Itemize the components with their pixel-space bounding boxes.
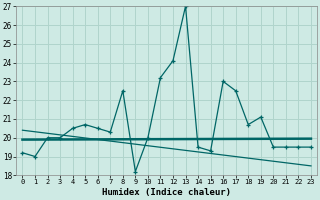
- X-axis label: Humidex (Indice chaleur): Humidex (Indice chaleur): [102, 188, 231, 197]
